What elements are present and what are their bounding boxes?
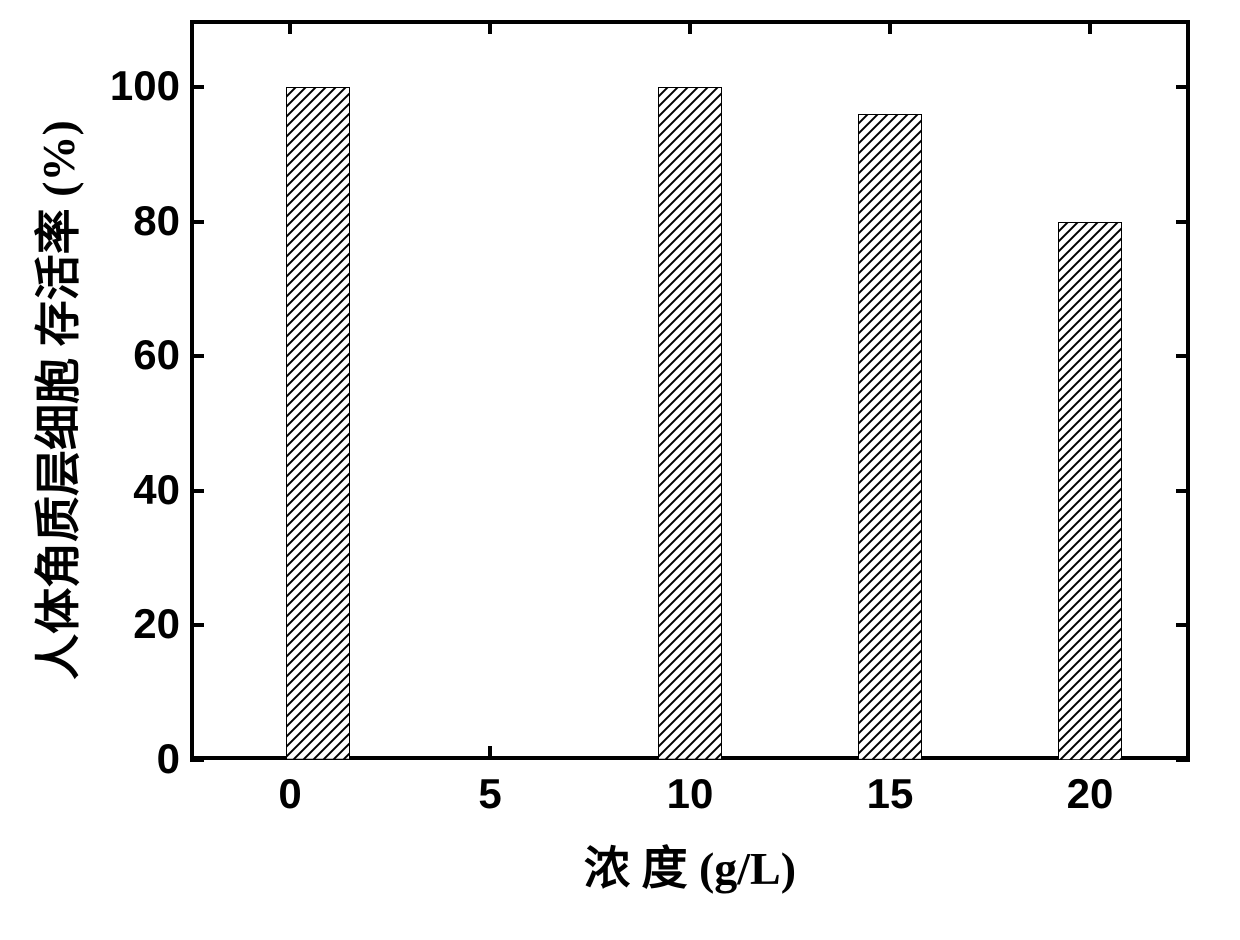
- y-tick: [190, 85, 204, 89]
- x-tick-label: 5: [440, 770, 540, 818]
- x-tick: [488, 746, 492, 760]
- bar: [1058, 222, 1122, 760]
- y-tick: [1176, 85, 1190, 89]
- y-tick: [1176, 220, 1190, 224]
- y-tick: [1176, 354, 1190, 358]
- x-tick-label: 15: [840, 770, 940, 818]
- y-tick: [190, 623, 204, 627]
- bar: [658, 87, 722, 760]
- x-tick: [688, 20, 692, 34]
- x-tick: [1088, 20, 1092, 34]
- x-tick-label: 20: [1040, 770, 1140, 818]
- bar: [286, 87, 350, 760]
- y-tick: [190, 354, 204, 358]
- y-tick: [190, 220, 204, 224]
- y-tick: [1176, 489, 1190, 493]
- y-tick: [190, 489, 204, 493]
- y-tick: [1176, 758, 1190, 762]
- bar: [858, 114, 922, 760]
- x-tick-label: 10: [640, 770, 740, 818]
- chart-container: 020406080100 05101520 人体角质层细胞 存活率 (%) 浓 …: [0, 0, 1240, 940]
- y-axis-title: 人体角质层细胞 存活率 (%): [22, 40, 88, 760]
- x-axis-title: 浓 度 (g/L): [190, 832, 1190, 898]
- x-tick: [288, 20, 292, 34]
- x-tick-label: 0: [240, 770, 340, 818]
- x-tick: [488, 20, 492, 34]
- x-tick: [888, 20, 892, 34]
- y-tick: [190, 758, 204, 762]
- y-tick: [1176, 623, 1190, 627]
